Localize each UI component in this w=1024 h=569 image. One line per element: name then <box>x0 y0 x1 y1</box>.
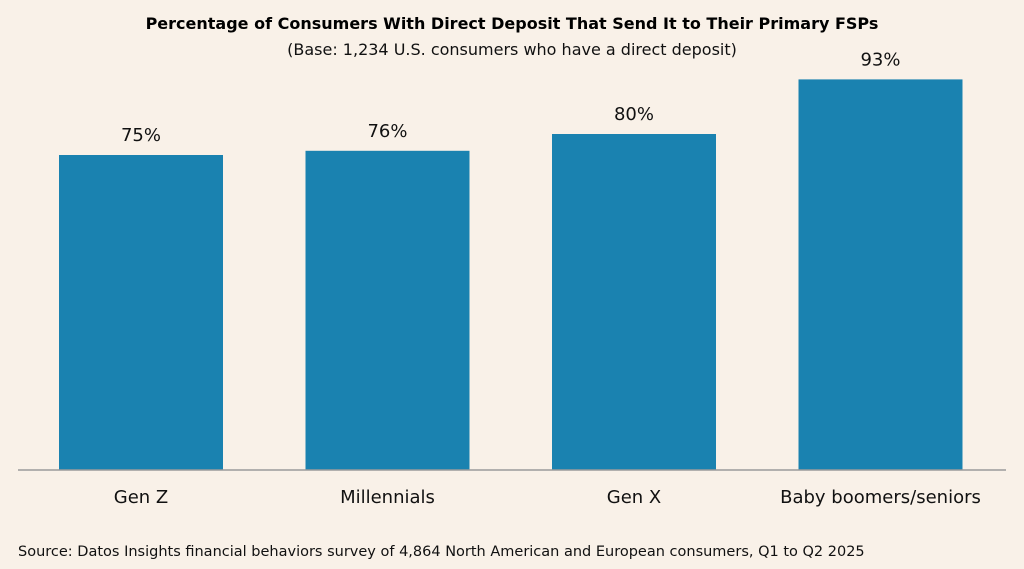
data-label: 75% <box>121 125 161 146</box>
labels-group: 75% 76% 80% 93% <box>121 49 901 146</box>
bar-millennials <box>305 150 470 471</box>
x-tick-label: Baby boomers/seniors <box>780 487 981 508</box>
bar-baby-boomers-seniors <box>798 79 963 471</box>
bars-group <box>59 79 963 471</box>
x-tick-label: Millennials <box>340 487 435 508</box>
ticks-group: Gen Z Millennials Gen X Baby boomers/senior… <box>114 487 981 508</box>
x-tick-label: Gen X <box>607 487 661 508</box>
x-tick-label: Gen Z <box>114 487 168 508</box>
bar-gen-z <box>59 155 223 470</box>
chart-subtitle: (Base: 1,234 U.S. consumers who have a d… <box>287 40 737 59</box>
chart-source: Source: Datos Insights financial behavio… <box>18 544 865 560</box>
data-label: 76% <box>367 121 407 142</box>
bar-gen-x <box>552 134 716 470</box>
data-label: 80% <box>614 104 654 125</box>
data-label: 93% <box>860 49 900 70</box>
chart-title: Percentage of Consumers With Direct Depo… <box>146 14 879 33</box>
